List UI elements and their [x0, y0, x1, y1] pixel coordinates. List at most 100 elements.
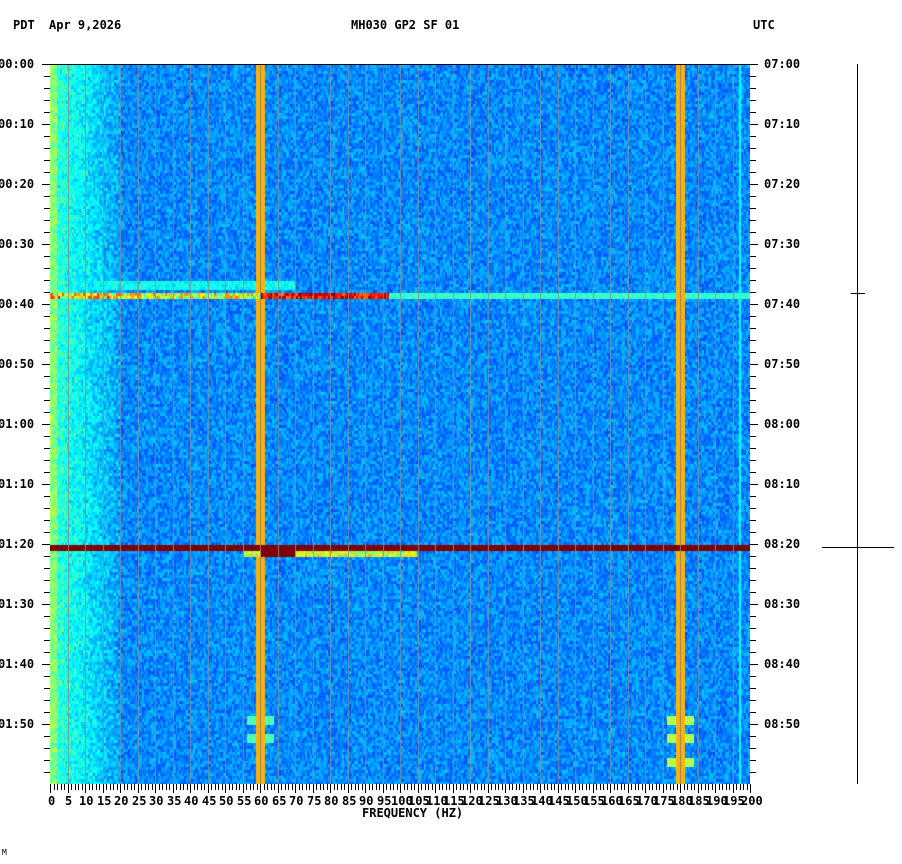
x-tick [78, 784, 79, 790]
x-tick [726, 784, 727, 790]
x-tick [138, 784, 139, 793]
frequency-tick-label: 115 [443, 794, 465, 808]
x-tick [299, 784, 300, 790]
right-tick [750, 160, 756, 161]
left-tick [42, 724, 50, 725]
station-title: MH030 GP2 SF 01 [351, 18, 460, 32]
x-tick [369, 784, 370, 790]
x-tick [561, 784, 562, 790]
left-tick [44, 472, 50, 473]
right-tick [750, 520, 756, 521]
x-tick [99, 784, 100, 790]
x-tick [306, 784, 307, 790]
x-tick [523, 784, 524, 793]
x-tick [694, 784, 695, 790]
right-time-label: 07:20 [764, 177, 801, 191]
x-tick [418, 784, 419, 793]
x-tick [439, 784, 440, 790]
x-tick [530, 784, 531, 790]
x-tick [260, 784, 261, 793]
x-tick [316, 784, 317, 790]
x-tick [162, 784, 163, 790]
x-tick [558, 784, 559, 793]
x-tick [673, 784, 674, 790]
x-tick [155, 784, 156, 793]
x-tick [421, 784, 422, 790]
left-tick [44, 220, 50, 221]
frequency-tick-label: 70 [289, 794, 304, 808]
left-tick [44, 88, 50, 89]
x-tick [435, 784, 436, 793]
x-tick [428, 784, 429, 790]
x-tick [64, 784, 65, 790]
x-tick [330, 784, 331, 793]
x-tick [362, 784, 363, 790]
left-tick [44, 256, 50, 257]
x-tick [698, 784, 699, 793]
x-tick [327, 784, 328, 790]
left-tick [44, 532, 50, 533]
left-tick [42, 484, 50, 485]
x-tick [586, 784, 587, 790]
frequency-tick-label: 135 [513, 794, 535, 808]
x-tick [684, 784, 685, 790]
x-tick [526, 784, 527, 790]
x-tick [225, 784, 226, 793]
left-tick [44, 556, 50, 557]
x-tick [659, 784, 660, 790]
right-tick [750, 472, 756, 473]
frequency-tick-label: 35 [167, 794, 182, 808]
right-tick [750, 340, 756, 341]
x-tick [519, 784, 520, 790]
left-time-label: 00:30 [0, 237, 35, 251]
right-tick [750, 424, 758, 425]
right-time-label: 07:50 [764, 357, 801, 371]
event-marker-large [822, 547, 894, 548]
x-tick [582, 784, 583, 790]
frequency-tick-label: 175 [653, 794, 675, 808]
x-tick [393, 784, 394, 790]
left-tick [44, 232, 50, 233]
date-label: Apr 9,2026 [49, 18, 122, 32]
x-tick [229, 784, 230, 790]
x-tick [533, 784, 534, 790]
right-time-label: 08:50 [764, 717, 801, 731]
right-tick [750, 232, 756, 233]
x-tick [575, 784, 576, 793]
left-tick [42, 124, 50, 125]
x-tick [719, 784, 720, 790]
x-tick [649, 784, 650, 790]
x-tick [432, 784, 433, 790]
x-tick [365, 784, 366, 793]
x-tick [253, 784, 254, 790]
x-tick [537, 784, 538, 790]
right-time-label: 08:10 [764, 477, 801, 491]
left-tick [44, 160, 50, 161]
right-tick [750, 328, 756, 329]
x-tick [687, 784, 688, 790]
x-tick [120, 784, 121, 793]
right-tick [750, 280, 756, 281]
frequency-tick-label: 60 [254, 794, 269, 808]
x-tick [267, 784, 268, 790]
right-tick [750, 436, 756, 437]
x-tick [722, 784, 723, 790]
x-tick [236, 784, 237, 790]
x-tick [677, 784, 678, 790]
right-timezone-label: UTC [753, 18, 775, 32]
x-tick [551, 784, 552, 790]
left-tick [44, 760, 50, 761]
frequency-tick-label: 110 [426, 794, 448, 808]
x-tick [624, 784, 625, 790]
right-time-label: 07:10 [764, 117, 801, 131]
left-tick [44, 640, 50, 641]
right-tick [750, 592, 756, 593]
left-time-label: 00:20 [0, 177, 35, 191]
x-tick [281, 784, 282, 790]
right-tick [750, 196, 756, 197]
x-tick [145, 784, 146, 790]
right-tick [750, 640, 756, 641]
x-tick [169, 784, 170, 790]
x-tick [656, 784, 657, 790]
x-tick [334, 784, 335, 790]
